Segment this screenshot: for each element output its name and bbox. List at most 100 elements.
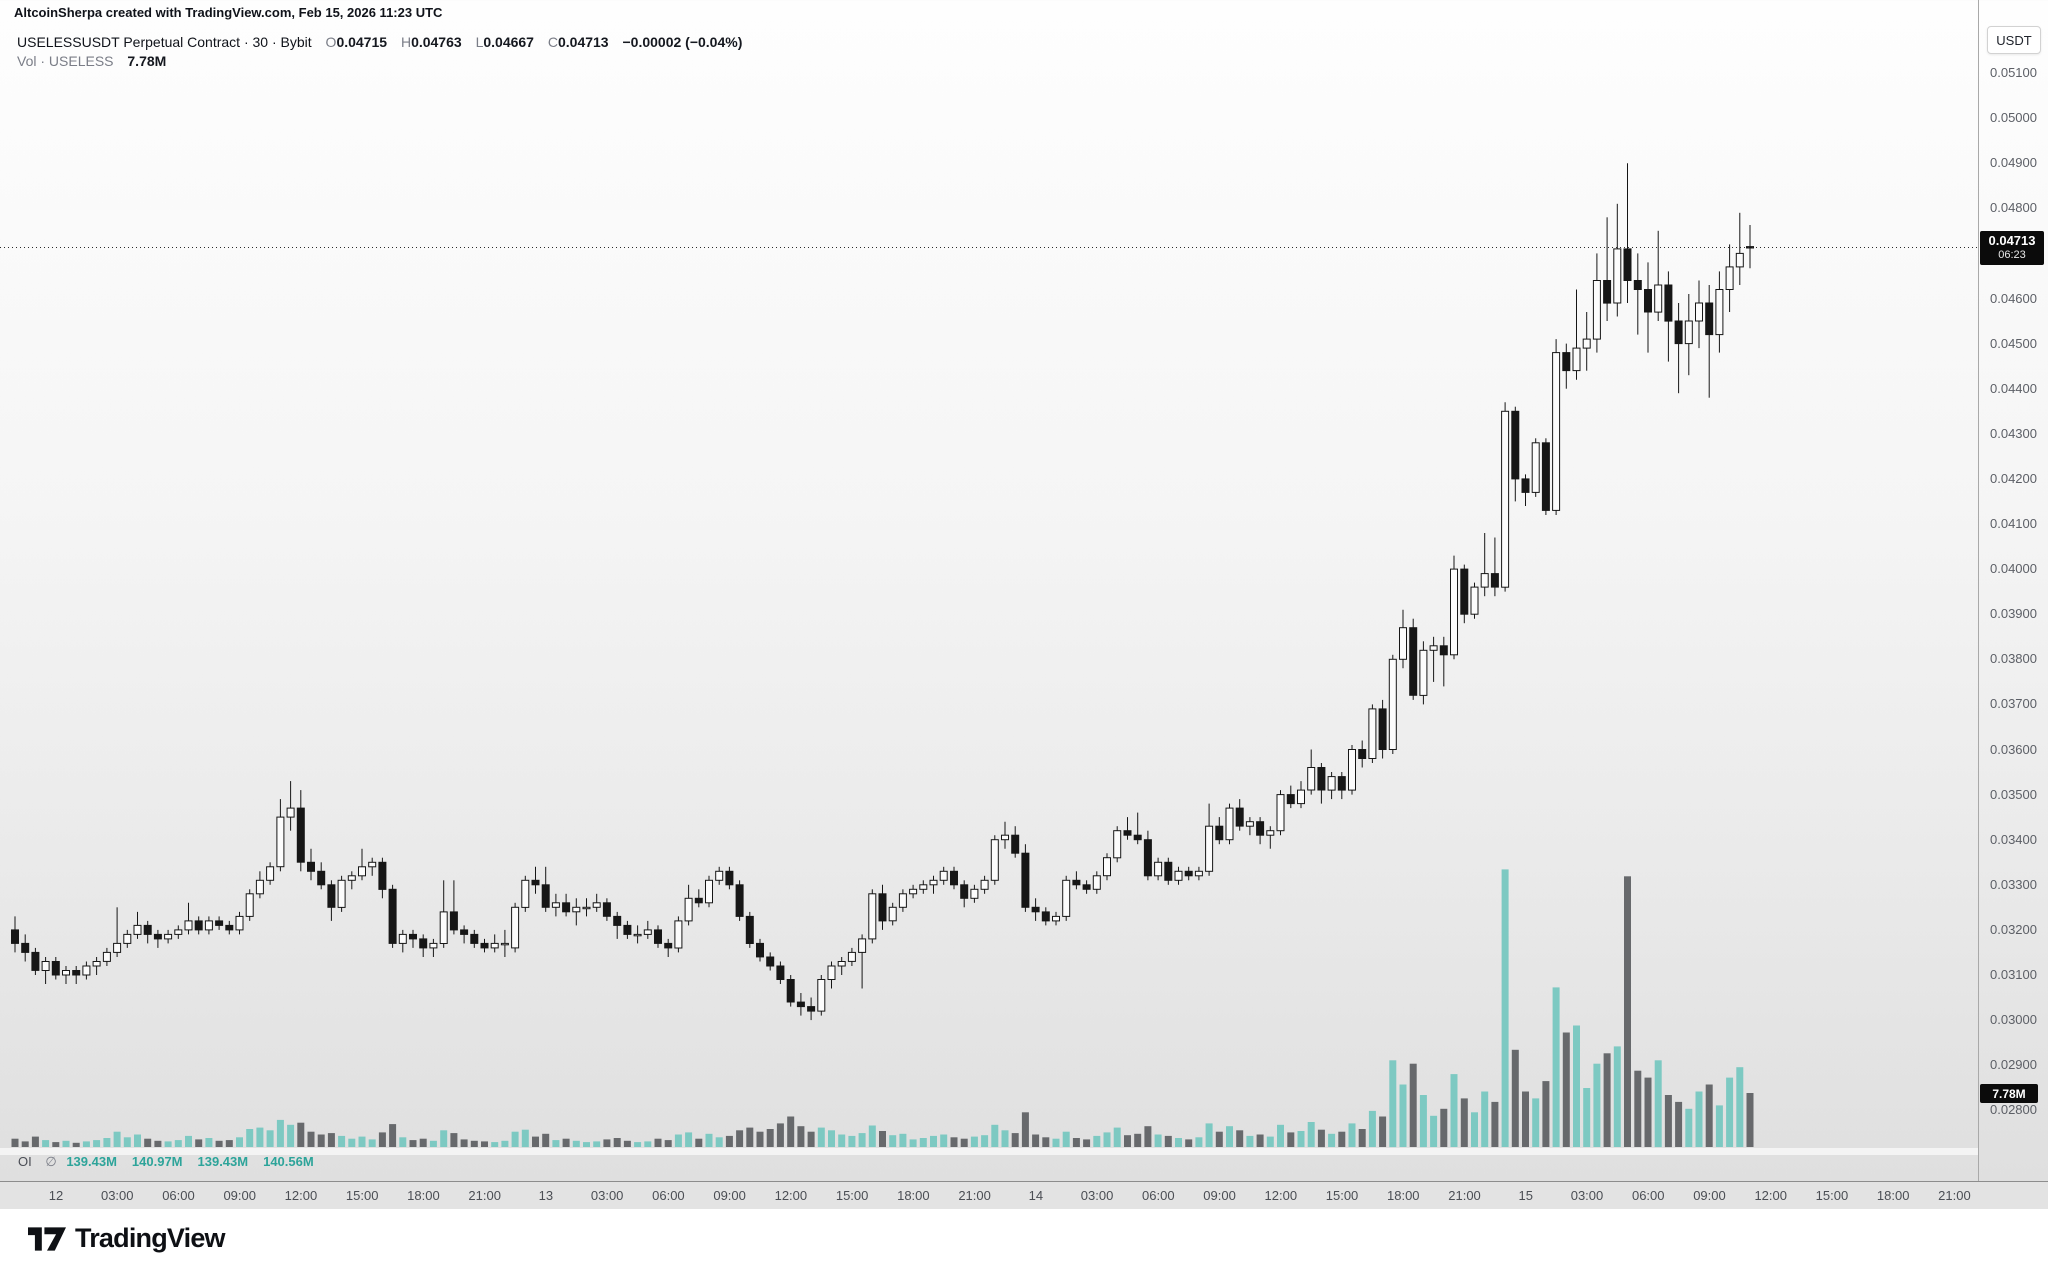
volume-bar [481,1141,488,1147]
volume-bar [1328,1133,1336,1147]
candle [490,942,499,949]
time-tick-label: 12:00 [774,1188,808,1203]
volume-bar [1460,1098,1468,1147]
volume-bar [82,1141,90,1147]
tradingview-logo-icon [28,1226,66,1251]
candle [449,911,458,931]
candle [807,1006,816,1012]
oi-value: 139.43M [197,1154,249,1169]
volume-bar [1552,987,1560,1147]
candle [1399,627,1407,660]
time-tick-label: 09:00 [1203,1188,1236,1203]
candle [1297,789,1305,805]
last-price-value: 0.04713 [1988,233,2036,248]
volume-bar [1389,1060,1397,1148]
candle [1644,289,1652,313]
candle [705,879,713,904]
volume-bar [521,1129,529,1148]
volume-status-line[interactable]: Vol · USELESS 7.78M [17,52,742,71]
volume-bar [950,1137,958,1147]
open-label: O [325,34,337,50]
volume-bar [1419,1095,1427,1148]
volume-bar [440,1130,448,1147]
candle [623,924,632,935]
time-tick-label: 18:00 [407,1188,440,1203]
time-tick-label: 14 [1028,1188,1044,1203]
volume-bar [1562,1032,1570,1147]
candle [531,879,540,886]
candle [1164,861,1173,881]
volume-bar [909,1139,917,1147]
time-axis[interactable]: 12 03:00 06:00 09:00 12:00 15:00 18:00 21:00 13 0… [0,1181,2048,1210]
candle [460,929,469,935]
volume-bar [1134,1133,1142,1147]
candle [898,893,907,908]
price-tick-label: 0.02800 [1990,1102,2037,1118]
candle [470,933,479,944]
price-tick-label: 0.04300 [1990,425,2037,441]
volume-bar [317,1134,325,1147]
candle [1358,749,1367,759]
time-tick-label: 18:00 [897,1188,930,1203]
candle [1194,870,1203,877]
volume-bar [1072,1138,1080,1147]
volume-bar [725,1135,733,1147]
candle [92,961,101,967]
candle [1480,573,1489,588]
price-tick-label: 0.04600 [1990,290,2037,306]
candle [245,893,254,917]
volume-label[interactable]: Vol · USELESS [17,53,114,69]
time-tick-label: 12:00 [1264,1188,1298,1203]
symbol-title[interactable]: USELESSUSDT Perpetual Contract · 30 · By… [17,34,312,50]
candle [1225,807,1234,841]
tradingview-logo[interactable]: TradingView [28,1223,226,1254]
volume-bar [31,1136,39,1147]
price-axis[interactable]: USDT 0.05100 0.05000 0.04900 0.04800 0.04600… [1978,0,2048,1209]
candle [1409,627,1418,696]
candle [41,961,50,971]
oi-label[interactable]: OI [18,1154,32,1169]
candle [194,920,203,931]
open-interest-status-line[interactable]: OI ∅ 139.43M 140.97M 139.43M 140.56M [18,1153,329,1171]
candle [204,920,213,931]
volume-bar [307,1131,315,1147]
time-tick-label: 12:00 [1754,1188,1787,1203]
volume-bar [297,1122,305,1147]
price-tick-label: 0.04100 [1990,516,2037,531]
volume-bar [1695,1091,1703,1147]
candle [1286,794,1295,805]
candle [878,893,887,922]
volume-bar [276,1119,284,1147]
volume-bar [593,1141,601,1147]
footer-bar: TradingView [0,1209,2048,1267]
candle [429,942,438,949]
price-tick-label: 0.03700 [1990,696,2037,712]
currency-toggle-button[interactable]: USDT [1987,26,2041,54]
candle [592,902,601,908]
candle [572,906,581,913]
candle [1501,410,1510,588]
volume-bar [572,1140,580,1147]
candle [1470,586,1479,615]
candle [215,920,224,926]
volume-value: 7.78M [127,53,167,69]
candle [1460,568,1469,615]
candle [674,920,683,949]
candle [1113,830,1122,859]
volume-bar [889,1135,897,1147]
candle [1041,911,1050,922]
candle [21,942,30,953]
time-tick-label: 03:00 [100,1188,134,1203]
volume-bar [828,1130,835,1147]
volume-bar [1266,1136,1274,1147]
volume-bar [1471,1112,1478,1147]
candle [327,884,336,908]
volume-bar [1011,1133,1019,1147]
candle [1521,478,1530,493]
symbol-status-line[interactable]: USELESSUSDT Perpetual Contract · 30 · By… [17,33,742,52]
time-tick-label: 03:00 [1080,1188,1114,1203]
volume-bar [695,1138,703,1147]
volume-bar [1624,876,1631,1147]
candle [1439,645,1448,656]
